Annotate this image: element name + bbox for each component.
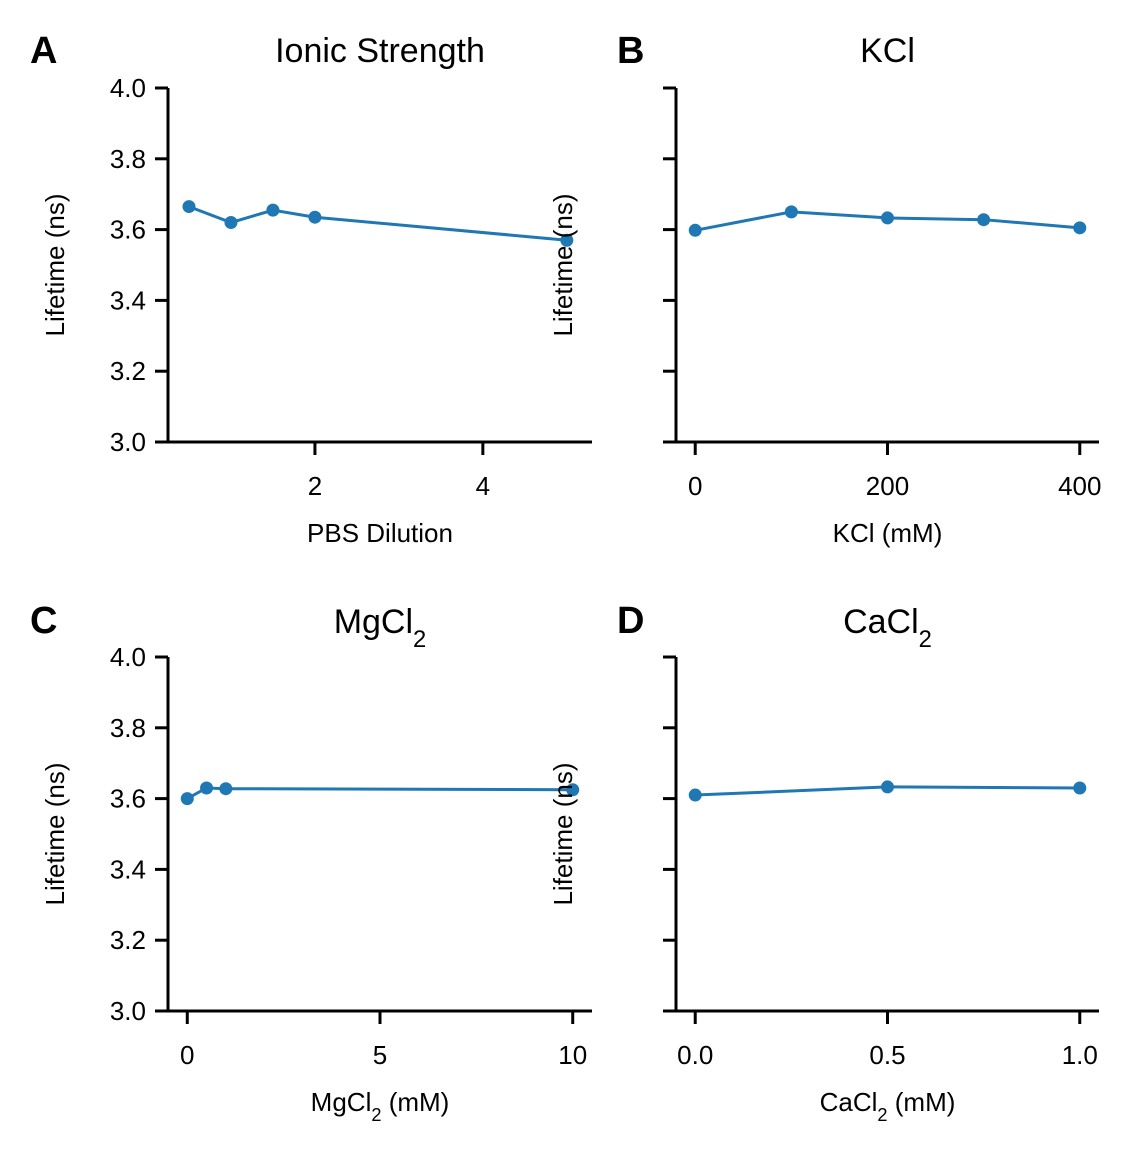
y-tick-label: 3.8 <box>110 144 146 174</box>
panel-title: KCl <box>860 32 915 70</box>
panel-a: A Ionic Strength 3.0 3.2 3.4 3.6 3.8 4.0 2 4 PBS D… <box>30 30 592 548</box>
y-axis-label: Lifetime (ns) <box>40 762 70 905</box>
data-point <box>1073 781 1087 795</box>
data-point <box>1073 221 1087 235</box>
y-tick-label: 3.2 <box>110 925 146 955</box>
y-tick-label: 3.2 <box>110 356 146 386</box>
series-line <box>188 205 567 242</box>
data-point <box>977 213 991 227</box>
panel-title: CaCl2 <box>843 603 932 653</box>
x-tick-label: 4 <box>476 471 490 501</box>
panel-d: D CaCl2 0.0 0.5 1.0 CaCl2 (mM) Lifetime (ns) <box>548 600 1099 1125</box>
y-axis-label: Lifetime (ns) <box>40 193 70 336</box>
panel-letter: A <box>30 30 57 72</box>
data-point <box>266 203 280 217</box>
data-point <box>200 781 214 795</box>
y-tick-label: 4.0 <box>110 73 146 103</box>
x-axis-label: MgCl2 (mM) <box>311 1087 450 1125</box>
series-line <box>186 786 573 800</box>
y-tick-label: 4.0 <box>110 642 146 672</box>
x-tick-label: 0.0 <box>677 1040 713 1070</box>
x-axis-label: PBS Dilution <box>307 518 453 548</box>
y-tick-label: 3.6 <box>110 215 146 245</box>
data-point <box>881 780 894 794</box>
data-point <box>566 783 580 797</box>
x-axis-label: KCl (mM) <box>833 518 943 548</box>
panel-title: Ionic Strength <box>275 32 485 70</box>
panel-letter: B <box>617 30 644 72</box>
x-tick-label: 2 <box>308 471 322 501</box>
panel-b: B KCl 0 200 400 KCl (mM) Lifetime (ns) <box>548 30 1101 548</box>
x-tick-label: 400 <box>1058 471 1101 501</box>
data-point <box>784 205 798 219</box>
data-point <box>560 233 574 247</box>
x-tick-label: 10 <box>558 1040 587 1070</box>
x-tick-label: 5 <box>373 1040 387 1070</box>
x-tick-label: 0.5 <box>869 1040 905 1070</box>
x-axis-label: CaCl2 (mM) <box>820 1087 956 1125</box>
data-point <box>688 223 702 237</box>
x-tick-label: 1.0 <box>1062 1040 1098 1070</box>
panel-letter: C <box>30 600 57 642</box>
y-tick-label: 3.8 <box>110 713 146 743</box>
y-tick-label: 3.0 <box>110 427 146 457</box>
x-tick-label: 0 <box>688 471 702 501</box>
data-point <box>180 792 194 806</box>
y-tick-label: 3.4 <box>110 285 146 315</box>
y-axis-label: Lifetime (ns) <box>548 762 578 905</box>
y-tick-label: 3.6 <box>110 784 146 814</box>
y-tick-label: 3.4 <box>110 854 146 884</box>
y-tick-label: 3.0 <box>110 996 146 1026</box>
y-axis-label: Lifetime (ns) <box>548 193 578 336</box>
panel-title: MgCl2 <box>334 603 427 653</box>
data-point <box>308 210 322 224</box>
data-point <box>881 211 894 225</box>
data-point <box>224 216 238 230</box>
panel-letter: D <box>617 600 644 642</box>
data-point <box>688 788 702 802</box>
panel-c: C MgCl2 3.0 3.2 3.4 3.6 3.8 4.0 0 5 10 MgCl2 (mM) Li… <box>30 600 592 1125</box>
data-point <box>182 200 196 214</box>
data-point <box>219 782 233 796</box>
x-tick-label: 200 <box>866 471 909 501</box>
x-tick-label: 0 <box>180 1040 194 1070</box>
